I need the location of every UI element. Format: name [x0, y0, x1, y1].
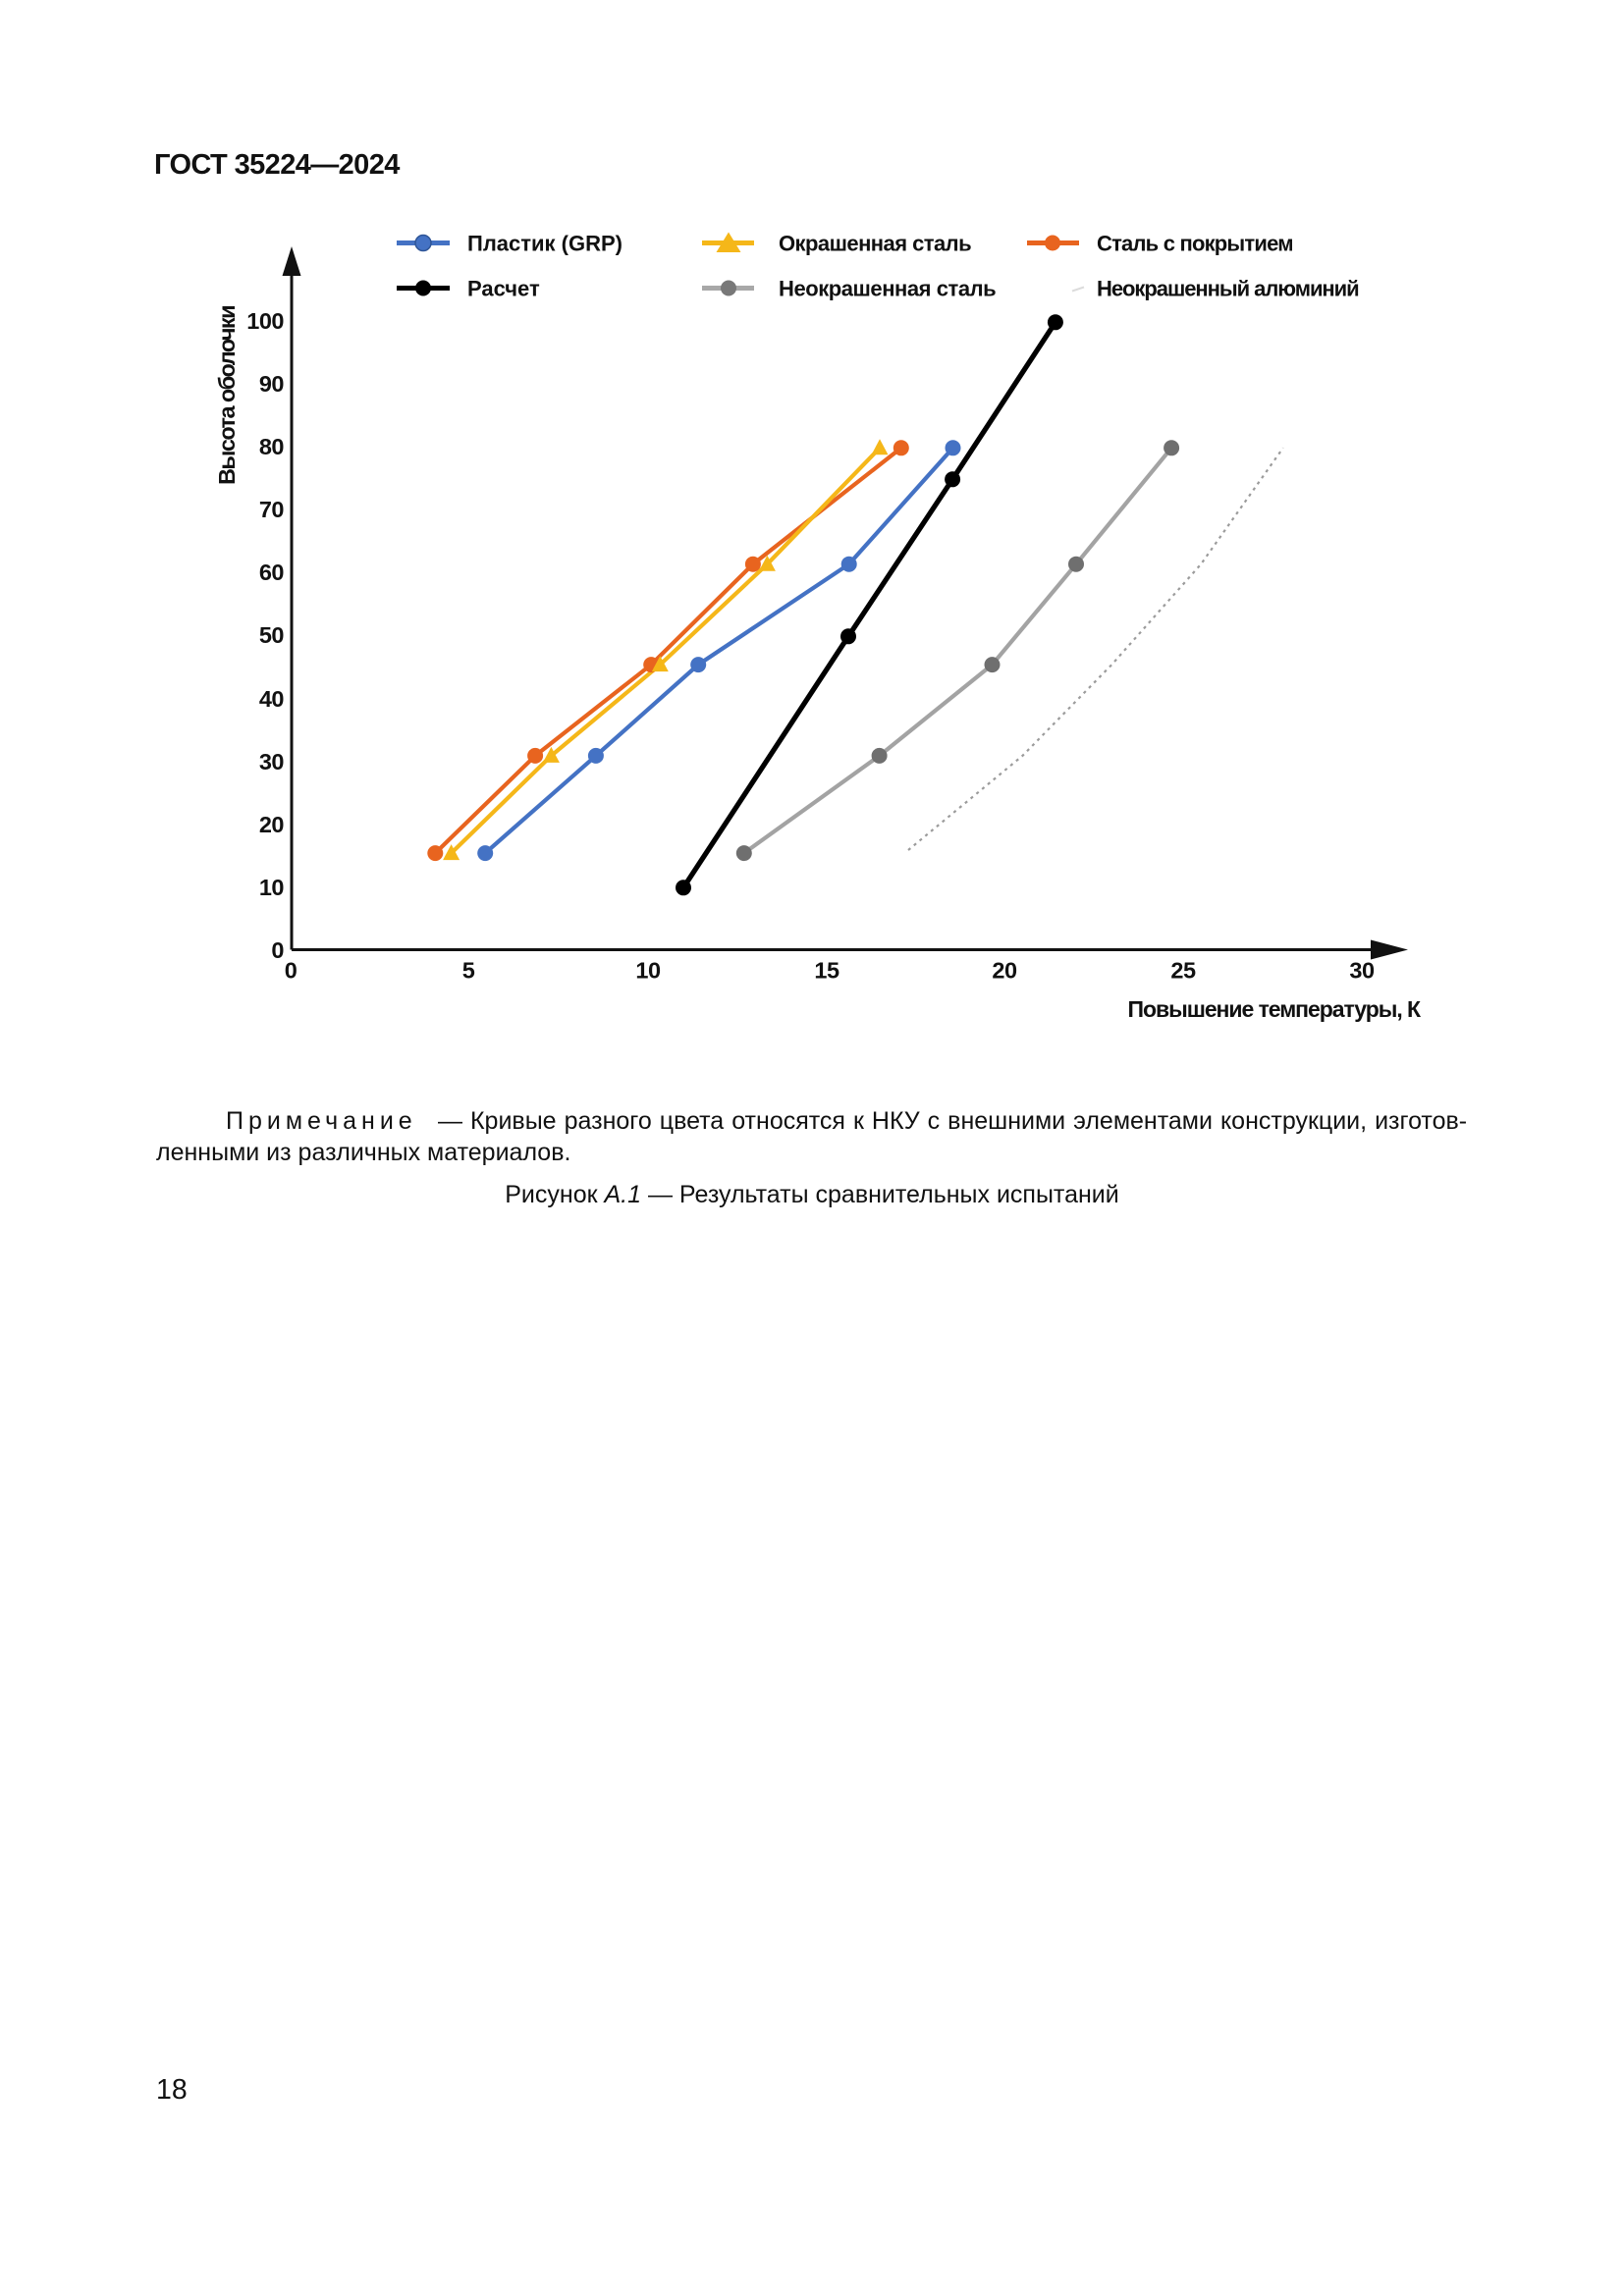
svg-text:18: 18 — [156, 2074, 188, 2106]
svg-text:20: 20 — [259, 812, 285, 837]
svg-text:20: 20 — [992, 958, 1017, 984]
svg-text:— Кривые разного цвета относят: — Кривые разного цвета относятся к НКУ с… — [438, 1107, 1467, 1135]
svg-text:100: 100 — [246, 308, 284, 334]
svg-text:30: 30 — [1349, 958, 1375, 984]
svg-text:Неокрашенная сталь: Неокрашенная сталь — [779, 277, 996, 301]
svg-text:60: 60 — [259, 560, 285, 585]
svg-text:15: 15 — [814, 958, 839, 984]
svg-text:Окрашенная сталь: Окрашенная сталь — [779, 232, 971, 256]
svg-text:Расчет: Расчет — [467, 277, 540, 301]
svg-text:Повышение температуры, К: Повышение температуры, К — [1128, 996, 1422, 1022]
svg-text:Рисунок А.1 — Результаты сравн: Рисунок А.1 — Результаты сравнительных и… — [505, 1181, 1118, 1208]
svg-text:30: 30 — [259, 749, 285, 774]
svg-text:70: 70 — [259, 497, 285, 522]
svg-text:Неокрашенный алюминий: Неокрашенный алюминий — [1097, 277, 1359, 301]
svg-text:Пластик (GRP): Пластик (GRP) — [467, 232, 623, 256]
svg-text:Сталь с покрытием: Сталь с покрытием — [1097, 232, 1293, 256]
svg-text:ГОСТ 35224—2024: ГОСТ 35224—2024 — [154, 149, 400, 181]
svg-text:Примечание: Примечание — [226, 1107, 417, 1135]
svg-text:5: 5 — [462, 958, 475, 984]
svg-text:Высота оболочки: Высота оболочки — [214, 306, 240, 485]
svg-text:0: 0 — [271, 937, 284, 963]
svg-text:40: 40 — [259, 686, 285, 712]
svg-text:ленными из различных материало: ленными из различных материалов. — [156, 1139, 570, 1166]
svg-text:90: 90 — [259, 371, 285, 397]
svg-text:80: 80 — [259, 434, 285, 459]
svg-text:50: 50 — [259, 622, 285, 648]
svg-text:0: 0 — [285, 958, 298, 984]
svg-text:10: 10 — [635, 958, 661, 984]
svg-text:25: 25 — [1170, 958, 1196, 984]
svg-text:10: 10 — [259, 875, 285, 900]
